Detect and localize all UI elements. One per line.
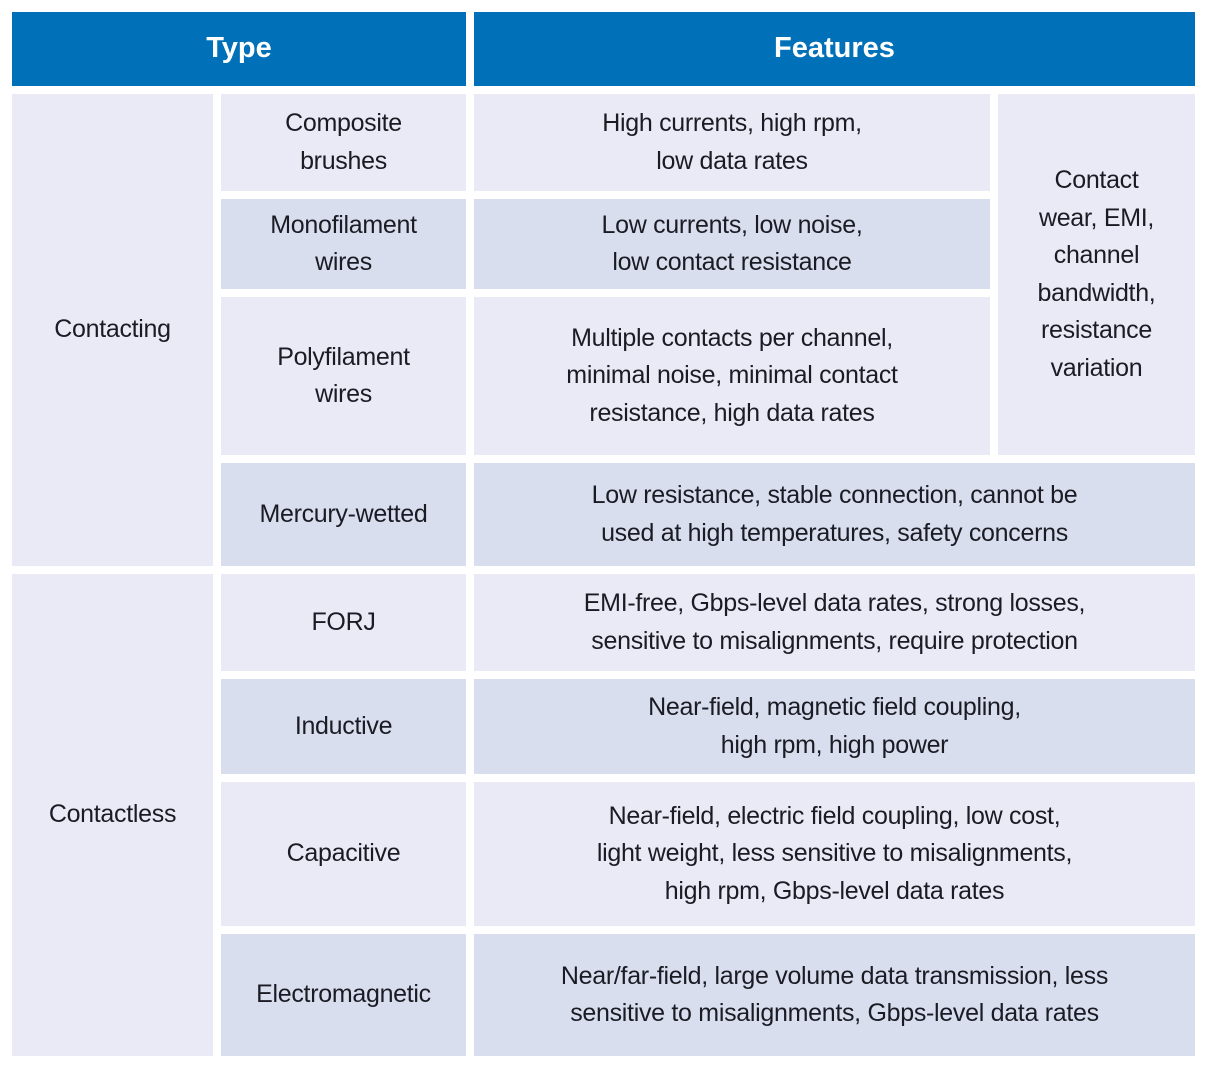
group-cell-contactless: Contactless bbox=[12, 574, 213, 1056]
group-cell-contacting: Contacting bbox=[12, 94, 213, 566]
features-cell-polyfilament-wires: Multiple contacts per channel, minimal n… bbox=[474, 297, 990, 455]
slip-ring-comparison-table: Type Features Contacting Contactless Com… bbox=[12, 12, 1197, 1060]
type-cell-electromagnetic: Electromagnetic bbox=[221, 934, 466, 1056]
type-cell-mercury-wetted: Mercury-wetted bbox=[221, 463, 466, 566]
features-cell-composite-brushes: High currents, high rpm, low data rates bbox=[474, 94, 990, 191]
type-cell-capacitive: Capacitive bbox=[221, 782, 466, 926]
type-cell-monofilament-wires: Monofilament wires bbox=[221, 199, 466, 289]
header-type: Type bbox=[12, 12, 466, 86]
type-cell-polyfilament-wires: Polyfilament wires bbox=[221, 297, 466, 455]
features-cell-forj: EMI-free, Gbps-level data rates, strong … bbox=[474, 574, 1195, 671]
features-cell-mercury-wetted: Low resistance, stable connection, canno… bbox=[474, 463, 1195, 566]
header-features: Features bbox=[474, 12, 1195, 86]
type-cell-composite-brushes: Composite brushes bbox=[221, 94, 466, 191]
type-cell-forj: FORJ bbox=[221, 574, 466, 671]
features-cell-electromagnetic: Near/far-field, large volume data transm… bbox=[474, 934, 1195, 1056]
type-cell-inductive: Inductive bbox=[221, 679, 466, 774]
features-cell-inductive: Near-field, magnetic field coupling, hig… bbox=[474, 679, 1195, 774]
features-cell-monofilament-wires: Low currents, low noise, low contact res… bbox=[474, 199, 990, 289]
shared-drawbacks-cell: Contact wear, EMI, channel bandwidth, re… bbox=[998, 94, 1195, 455]
features-cell-capacitive: Near-field, electric field coupling, low… bbox=[474, 782, 1195, 926]
